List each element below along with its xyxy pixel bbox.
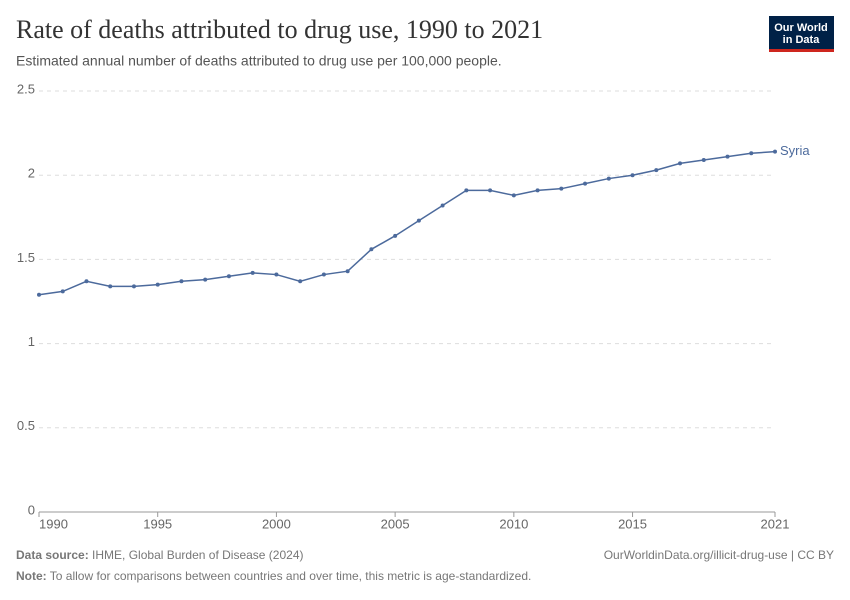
chart-subtitle: Estimated annual number of deaths attrib… xyxy=(16,53,502,69)
data-point xyxy=(416,218,421,223)
data-point xyxy=(250,270,255,275)
y-tick-label: 2.5 xyxy=(17,81,35,96)
x-tick-label: 1995 xyxy=(143,516,172,531)
note-text: To allow for comparisons between countri… xyxy=(50,569,532,583)
data-point xyxy=(60,289,65,294)
y-tick-label: 2 xyxy=(28,166,35,181)
data-point xyxy=(749,151,754,156)
data-point xyxy=(535,188,540,193)
data-point xyxy=(393,233,398,238)
data-point xyxy=(108,284,113,289)
data-point xyxy=(488,188,493,193)
data-point xyxy=(773,149,777,154)
logo-text: in Data xyxy=(783,34,821,46)
data-point xyxy=(725,154,730,159)
x-tick-label: 2015 xyxy=(618,516,647,531)
logo[interactable] xyxy=(769,16,834,52)
data-point xyxy=(37,292,41,297)
data-point xyxy=(321,272,326,277)
source-label: Data source: xyxy=(16,548,89,562)
data-point xyxy=(155,282,160,287)
logo-text: Our World xyxy=(774,22,828,34)
chart-title: Rate of deaths attributed to drug use, 1… xyxy=(16,15,543,44)
series-line xyxy=(38,150,776,296)
x-tick-label: 2021 xyxy=(761,516,790,531)
data-point xyxy=(654,168,659,173)
y-tick-label: 0.5 xyxy=(17,418,35,433)
y-tick-label: 1.5 xyxy=(17,250,35,265)
series-label: Syria xyxy=(780,143,810,158)
data-point xyxy=(606,176,611,181)
note: Note: To allow for comparisons between c… xyxy=(16,569,531,583)
data-point xyxy=(345,269,350,274)
y-tick-label: 0 xyxy=(28,502,35,517)
x-tick-label: 1990 xyxy=(39,516,68,531)
x-tick-label: 2000 xyxy=(262,516,291,531)
x-tick-label: 2005 xyxy=(381,516,410,531)
data-point xyxy=(84,279,89,284)
data-point xyxy=(369,247,374,252)
source: Data source: IHME, Global Burden of Dise… xyxy=(16,548,303,562)
y-tick-label: 1 xyxy=(28,334,35,349)
data-point xyxy=(511,193,516,198)
data-point xyxy=(203,277,208,282)
data-point xyxy=(226,274,231,279)
data-point xyxy=(274,272,279,277)
data-point xyxy=(678,161,683,166)
data-point xyxy=(464,188,469,193)
data-point xyxy=(701,158,706,163)
data-point xyxy=(131,284,136,289)
source-url[interactable]: OurWorldinData.org/illicit-drug-use | CC… xyxy=(604,548,834,562)
data-point xyxy=(440,203,445,208)
data-point xyxy=(179,279,184,284)
data-point xyxy=(630,173,635,178)
logo-bar xyxy=(769,49,834,52)
data-point xyxy=(298,279,303,284)
source-text: IHME, Global Burden of Disease (2024) xyxy=(92,548,303,562)
data-point xyxy=(583,181,588,186)
x-tick-label: 2010 xyxy=(499,516,528,531)
note-label: Note: xyxy=(16,569,47,583)
data-point xyxy=(559,186,564,191)
